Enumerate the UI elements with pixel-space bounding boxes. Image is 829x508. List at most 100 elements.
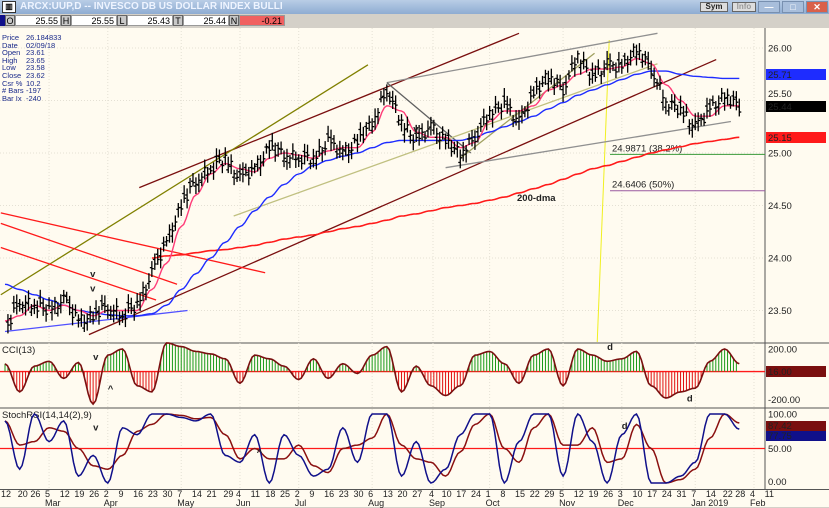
ohlc-bar [475,125,480,143]
ohlc-bar [185,188,190,209]
ohlc-bar [135,293,140,309]
stochrsi-fast-value: 77.75 [768,431,792,442]
date-axis: 12 20 26 5 12 19 26 2 9 16 23 30 7 14 21 29 4 11 18 25 2 9 16 2… [0,489,829,508]
ohlc-bar [343,141,348,156]
date-tick-label: 4 [428,489,434,499]
ohlc-bar [572,57,577,77]
symbol-button[interactable]: Sym [700,2,728,12]
ohlc-bar [528,85,533,104]
ohlc-bar [684,103,689,117]
ohlc-bar [602,60,607,78]
ohlc-bar [496,101,501,113]
ohlc-bar [264,143,269,154]
data-window-row: Low 23.58 [2,64,61,72]
ohlc-bar [376,108,381,125]
date-tick-label: 7 [177,489,183,499]
stochrsi-fast-box [766,431,826,441]
ohlc-bar [67,295,72,316]
date-tick-label: 15 [515,489,526,499]
ohlc-bar [226,156,231,174]
ohlc-bar [652,67,657,88]
ohlc-bar [616,51,621,73]
date-tick-label: 19 [588,489,599,499]
fib-38-label: 24.9871 (38.2%) [612,143,682,154]
ohlc-bar [102,295,107,313]
date-tick-label: 12 [59,489,70,499]
ohlc-bar [267,140,272,159]
close-button[interactable]: ✕ [806,1,828,13]
date-tick-label: 9 [309,489,315,499]
ohlc-bar [561,82,566,102]
price-tick-label: 24.50 [768,201,792,212]
date-tick-label: 12 [1,489,12,499]
ohlc-bar [461,141,466,162]
ohlc-bar [608,53,613,74]
ohlc-bar [449,139,454,157]
ohlc-bar [637,43,642,61]
net-change-value: -0.21 [239,15,285,26]
ohlc-bar [311,148,316,168]
ohlc-bar [214,148,219,170]
ohlc-bar [411,134,416,151]
date-tick-label: 21 [206,489,217,499]
ohlc-bar [355,133,360,153]
vertical-marker-line [596,39,610,343]
ohlc-bar [273,142,278,162]
app-chart-icon: ▥ [2,1,16,13]
ohlc-bar [549,68,554,85]
window-title-bar[interactable]: ▥ ARCX:UUP,D -- INVESCO DB US DOLLAR IND… [0,0,829,14]
month-label: Nov [559,498,576,508]
trendline [0,64,369,296]
chart-area[interactable]: 26.00 25.50 25.00 24.50 24.00 23.50 25.71 25.44… [0,28,829,492]
ohlc-bar [702,112,707,126]
ohlc-bar [381,87,386,106]
info-button[interactable]: Info [732,2,756,12]
ohlc-bar [508,98,513,116]
ohlc-bar [55,301,60,317]
ohlc-bar [423,130,428,143]
last-price-value-box [766,101,826,112]
cci-signal-mark: d [607,342,613,353]
date-tick-label: 17 [647,489,658,499]
ohlc-bar [164,236,169,247]
ohlc-bar [149,261,154,278]
month-label: Dec [617,498,634,508]
ohlc-bar [108,305,113,320]
date-tick-label: 14 [705,489,716,499]
minimize-button[interactable]: — [758,1,780,13]
cci-signal-mark: v [93,352,99,363]
ohlc-bar [396,114,401,126]
ohlc-bar [431,119,436,135]
ohlc-bar [499,103,504,120]
data-window-key: High [2,55,18,65]
month-label: Feb [749,498,766,508]
data-window: Price 26.184833 Date 02/09/18 Open 23.61 High 2… [2,34,61,102]
ohlc-bar [270,132,275,151]
month-label: Jan 2019 [691,498,729,508]
date-tick-label: 24 [470,489,481,499]
trendline [0,246,157,301]
trendline [0,222,178,285]
date-tick-label: 1 [485,489,491,499]
ohlc-bar [179,199,184,217]
ohlc-bar [434,127,439,144]
chart-canvas[interactable]: 26.00 25.50 25.00 24.50 24.00 23.50 25.71 25.44… [0,28,829,492]
date-tick-label: 20 [17,489,28,499]
ohlc-bar [282,150,287,168]
data-window-key: # Bars [2,86,24,96]
date-tick-label: 29 [223,489,234,499]
ohlc-bar [402,122,407,143]
cci-signal-mark: d [687,394,693,405]
data-window-key: Csr % [2,78,23,88]
ohlc-bar [384,84,389,102]
ohlc-bar [23,295,28,316]
low-label: L [117,15,127,26]
ohlc-bar [120,310,125,323]
ohlc-bar [546,70,551,92]
maximize-button[interactable]: □ [782,1,804,13]
stochrsi-tick-label: 100.00 [768,410,797,421]
ohlc-bar [669,94,674,110]
date-tick-label: 26 [603,489,614,499]
date-tick-label: 16 [133,489,144,499]
date-tick-label: 19 [74,489,85,499]
